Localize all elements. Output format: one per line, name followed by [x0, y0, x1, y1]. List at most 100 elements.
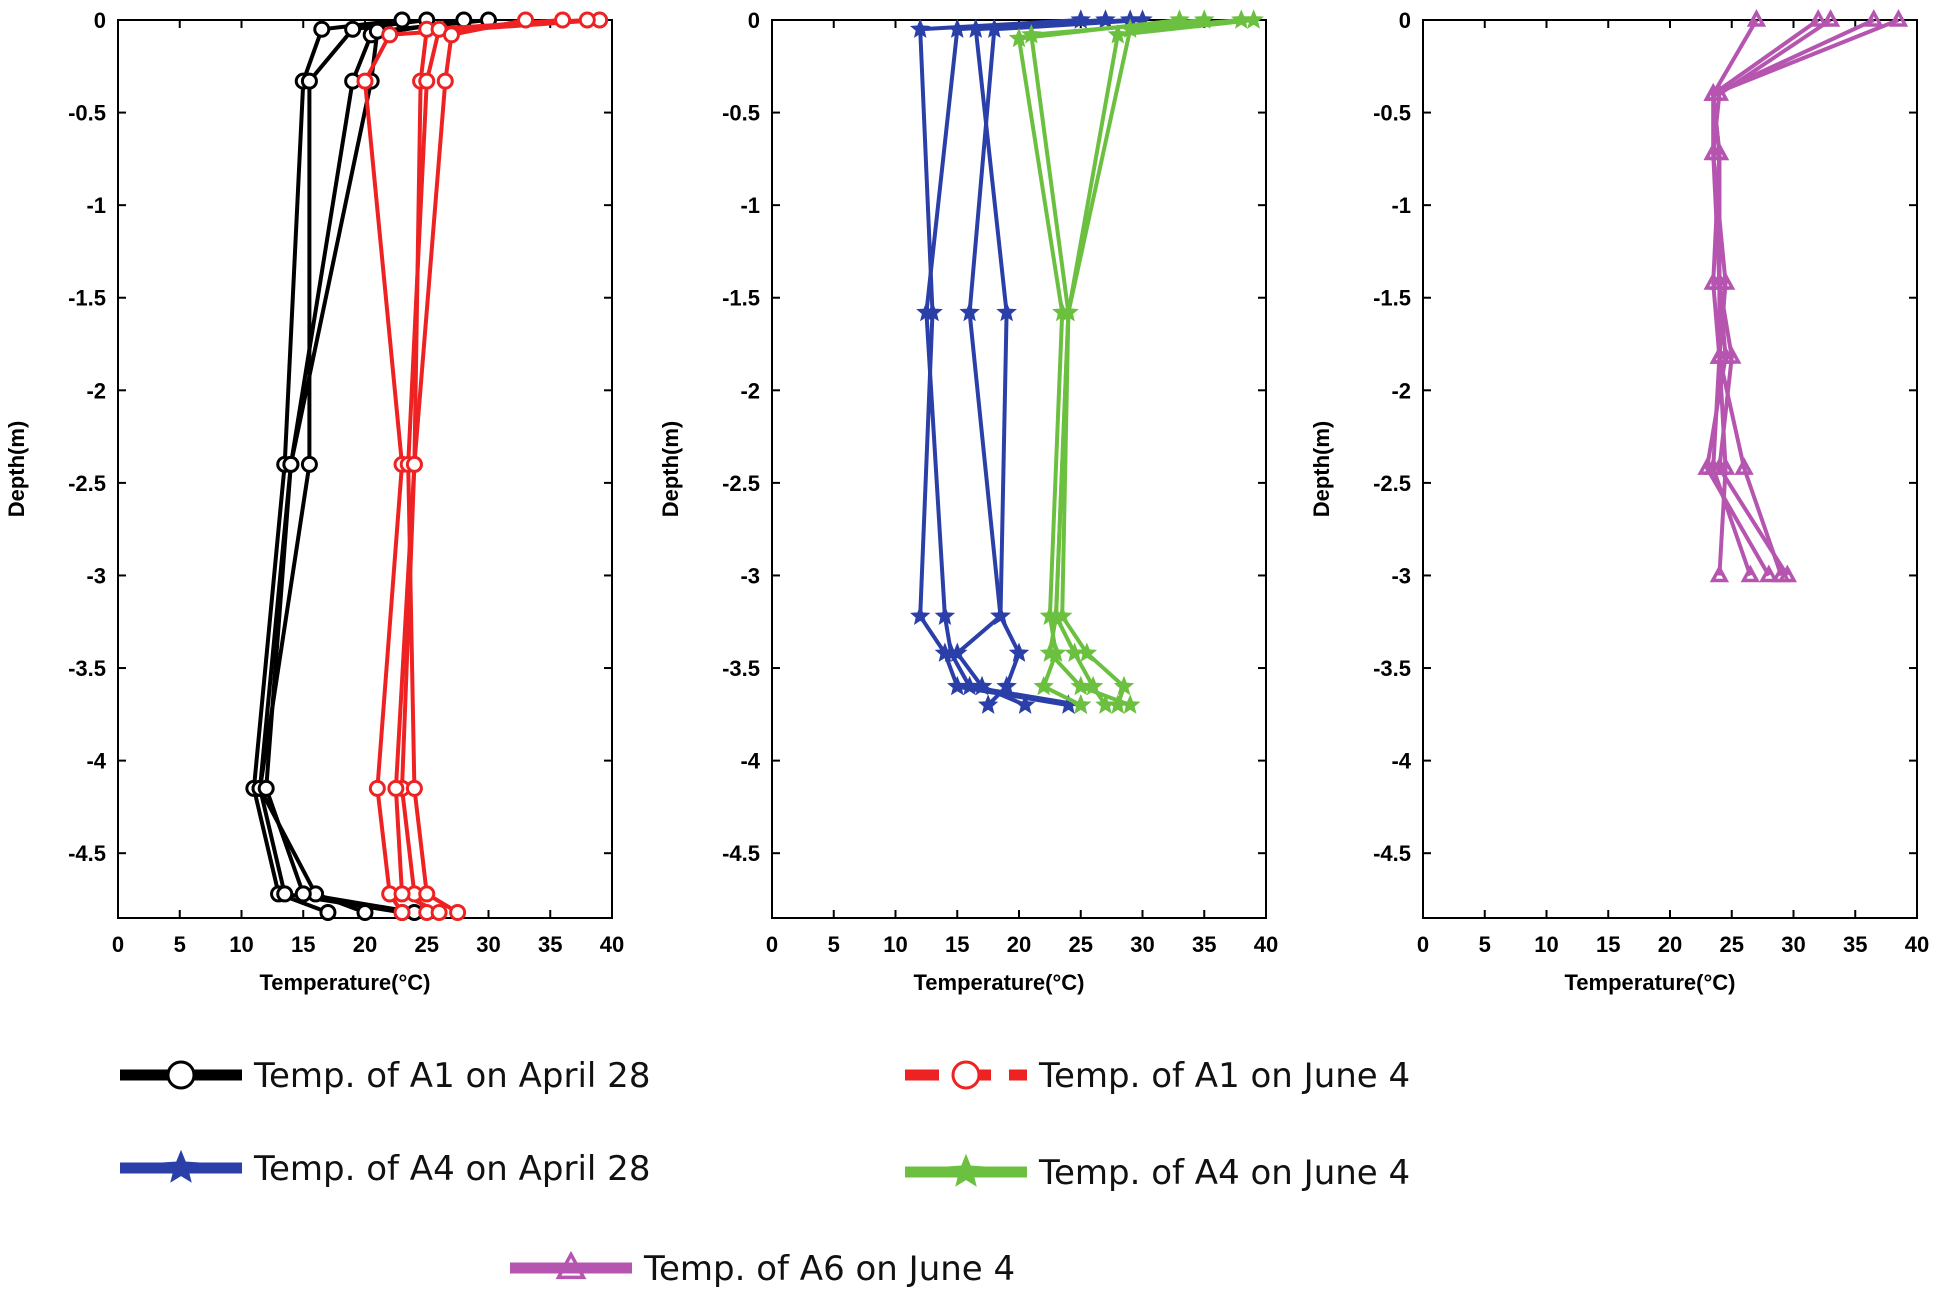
data-point: [436, 72, 454, 90]
x-tick-label: 15: [1596, 932, 1620, 957]
plot-frame: [771, 19, 1267, 919]
data-point: [1119, 18, 1141, 38]
data-point: [996, 301, 1017, 322]
x-axis-label: Temperature(°C): [1565, 970, 1736, 995]
y-tick-label: -4: [740, 749, 760, 774]
data-point: [1231, 9, 1252, 29]
data-point: [1033, 675, 1054, 696]
data-point: [1709, 564, 1730, 583]
series-line: [1029, 18, 1205, 707]
data-point: [1095, 694, 1116, 714]
legend-label: Temp. of A1 on June 4: [1038, 1056, 1410, 1096]
x-tick-label: 15: [945, 932, 969, 957]
legend-item: Temp. of A4 on April 28: [120, 1149, 650, 1189]
y-axis-label: Depth(m): [658, 421, 683, 518]
series-temp-of-a6-on-june-4: [1697, 9, 1909, 583]
x-axis-label: Temperature(°C): [914, 970, 1085, 995]
data-point: [934, 605, 956, 625]
data-point: [1045, 605, 1067, 625]
data-point: [977, 694, 999, 714]
data-point: [1746, 9, 1767, 27]
legend-marker: [555, 1250, 587, 1280]
data-point: [387, 779, 405, 797]
x-tick-label: 30: [476, 932, 500, 957]
x-tick-label: 5: [174, 932, 186, 957]
legend-label: Temp. of A1 on April 28: [253, 1056, 650, 1096]
x-tick-label: 5: [828, 932, 840, 957]
y-tick-label: -3.5: [68, 656, 106, 681]
legend-marker: [951, 1060, 981, 1090]
x-tick-label: 30: [1781, 932, 1805, 957]
data-point: [1709, 83, 1730, 101]
x-tick-label: 40: [600, 932, 624, 957]
series-line: [924, 18, 1106, 708]
series-line: [1711, 18, 1832, 577]
data-point: [344, 20, 362, 38]
series-line: [1060, 18, 1242, 706]
x-tick-label: 20: [1658, 932, 1682, 957]
data-point: [381, 26, 399, 44]
series-line: [1711, 18, 1875, 577]
data-point: [1740, 564, 1760, 583]
data-point: [405, 779, 423, 797]
x-tick-label: 0: [1417, 932, 1429, 957]
data-point: [910, 605, 931, 625]
data-point: [1107, 24, 1128, 44]
plot-frame: [117, 19, 613, 919]
data-point: [1082, 675, 1104, 696]
x-tick-label: 40: [1254, 932, 1278, 957]
series-temp-of-a4-on-june-4: [1008, 9, 1264, 714]
x-tick-label: 10: [229, 932, 253, 957]
legend-label: Temp. of A6 on June 4: [643, 1249, 1015, 1289]
y-tick-label: 0: [1399, 8, 1411, 33]
data-point: [1008, 27, 1030, 48]
legend-marker: [163, 1149, 199, 1183]
data-point: [1015, 694, 1036, 714]
y-tick-label: -4.5: [68, 841, 106, 866]
x-tick-label: 10: [1534, 932, 1558, 957]
data-point: [1095, 9, 1116, 29]
y-tick-label: -3: [1391, 563, 1411, 588]
data-point: [910, 18, 931, 38]
y-tick-label: 0: [94, 8, 106, 33]
data-point: [393, 11, 411, 29]
panel-right: 0 5 10 15 20 25 30 35 40 0 -0.5 -1 -1.5 -2 -2.5 -3 -3.5 -…: [1309, 8, 1929, 995]
y-tick-label: -4: [1391, 749, 1411, 774]
y-tick-label: -3.5: [722, 656, 760, 681]
data-point: [442, 26, 460, 44]
data-point: [1064, 642, 1085, 662]
y-tick-label: -0.5: [722, 101, 760, 126]
data-point: [1703, 457, 1723, 475]
data-point: [996, 675, 1017, 696]
data-point: [294, 885, 312, 903]
y-tick-label: -1: [86, 193, 106, 218]
y-tick-label: -2.5: [722, 471, 760, 496]
x-tick-label: 0: [112, 932, 124, 957]
legend-item: Temp. of A1 on April 28: [120, 1056, 650, 1096]
y-tick-label: -2: [1391, 378, 1411, 403]
data-point: [1759, 564, 1779, 583]
data-point: [1722, 346, 1742, 364]
legend-item: Temp. of A4 on June 4: [905, 1153, 1410, 1193]
y-tick-label: -0.5: [68, 101, 106, 126]
data-point: [1703, 142, 1723, 161]
y-tick-label: -3: [740, 563, 760, 588]
series-line: [400, 18, 588, 914]
data-point: [984, 18, 1005, 38]
y-tick-label: -3: [86, 563, 106, 588]
legend-marker: [948, 1153, 984, 1187]
data-point: [1864, 9, 1884, 27]
data-point: [418, 72, 436, 90]
y-axis-label: Depth(m): [1309, 421, 1334, 518]
data-point: [1777, 564, 1797, 583]
data-point: [971, 675, 993, 696]
y-tick-label: -2.5: [1373, 471, 1411, 496]
data-point: [356, 72, 374, 90]
data-point: [1820, 9, 1841, 27]
legend-marker: [166, 1060, 196, 1090]
y-tick-label: -4: [86, 749, 106, 774]
data-point: [1715, 271, 1736, 290]
data-point: [990, 605, 1011, 625]
x-axis-label: Temperature(°C): [260, 970, 431, 995]
